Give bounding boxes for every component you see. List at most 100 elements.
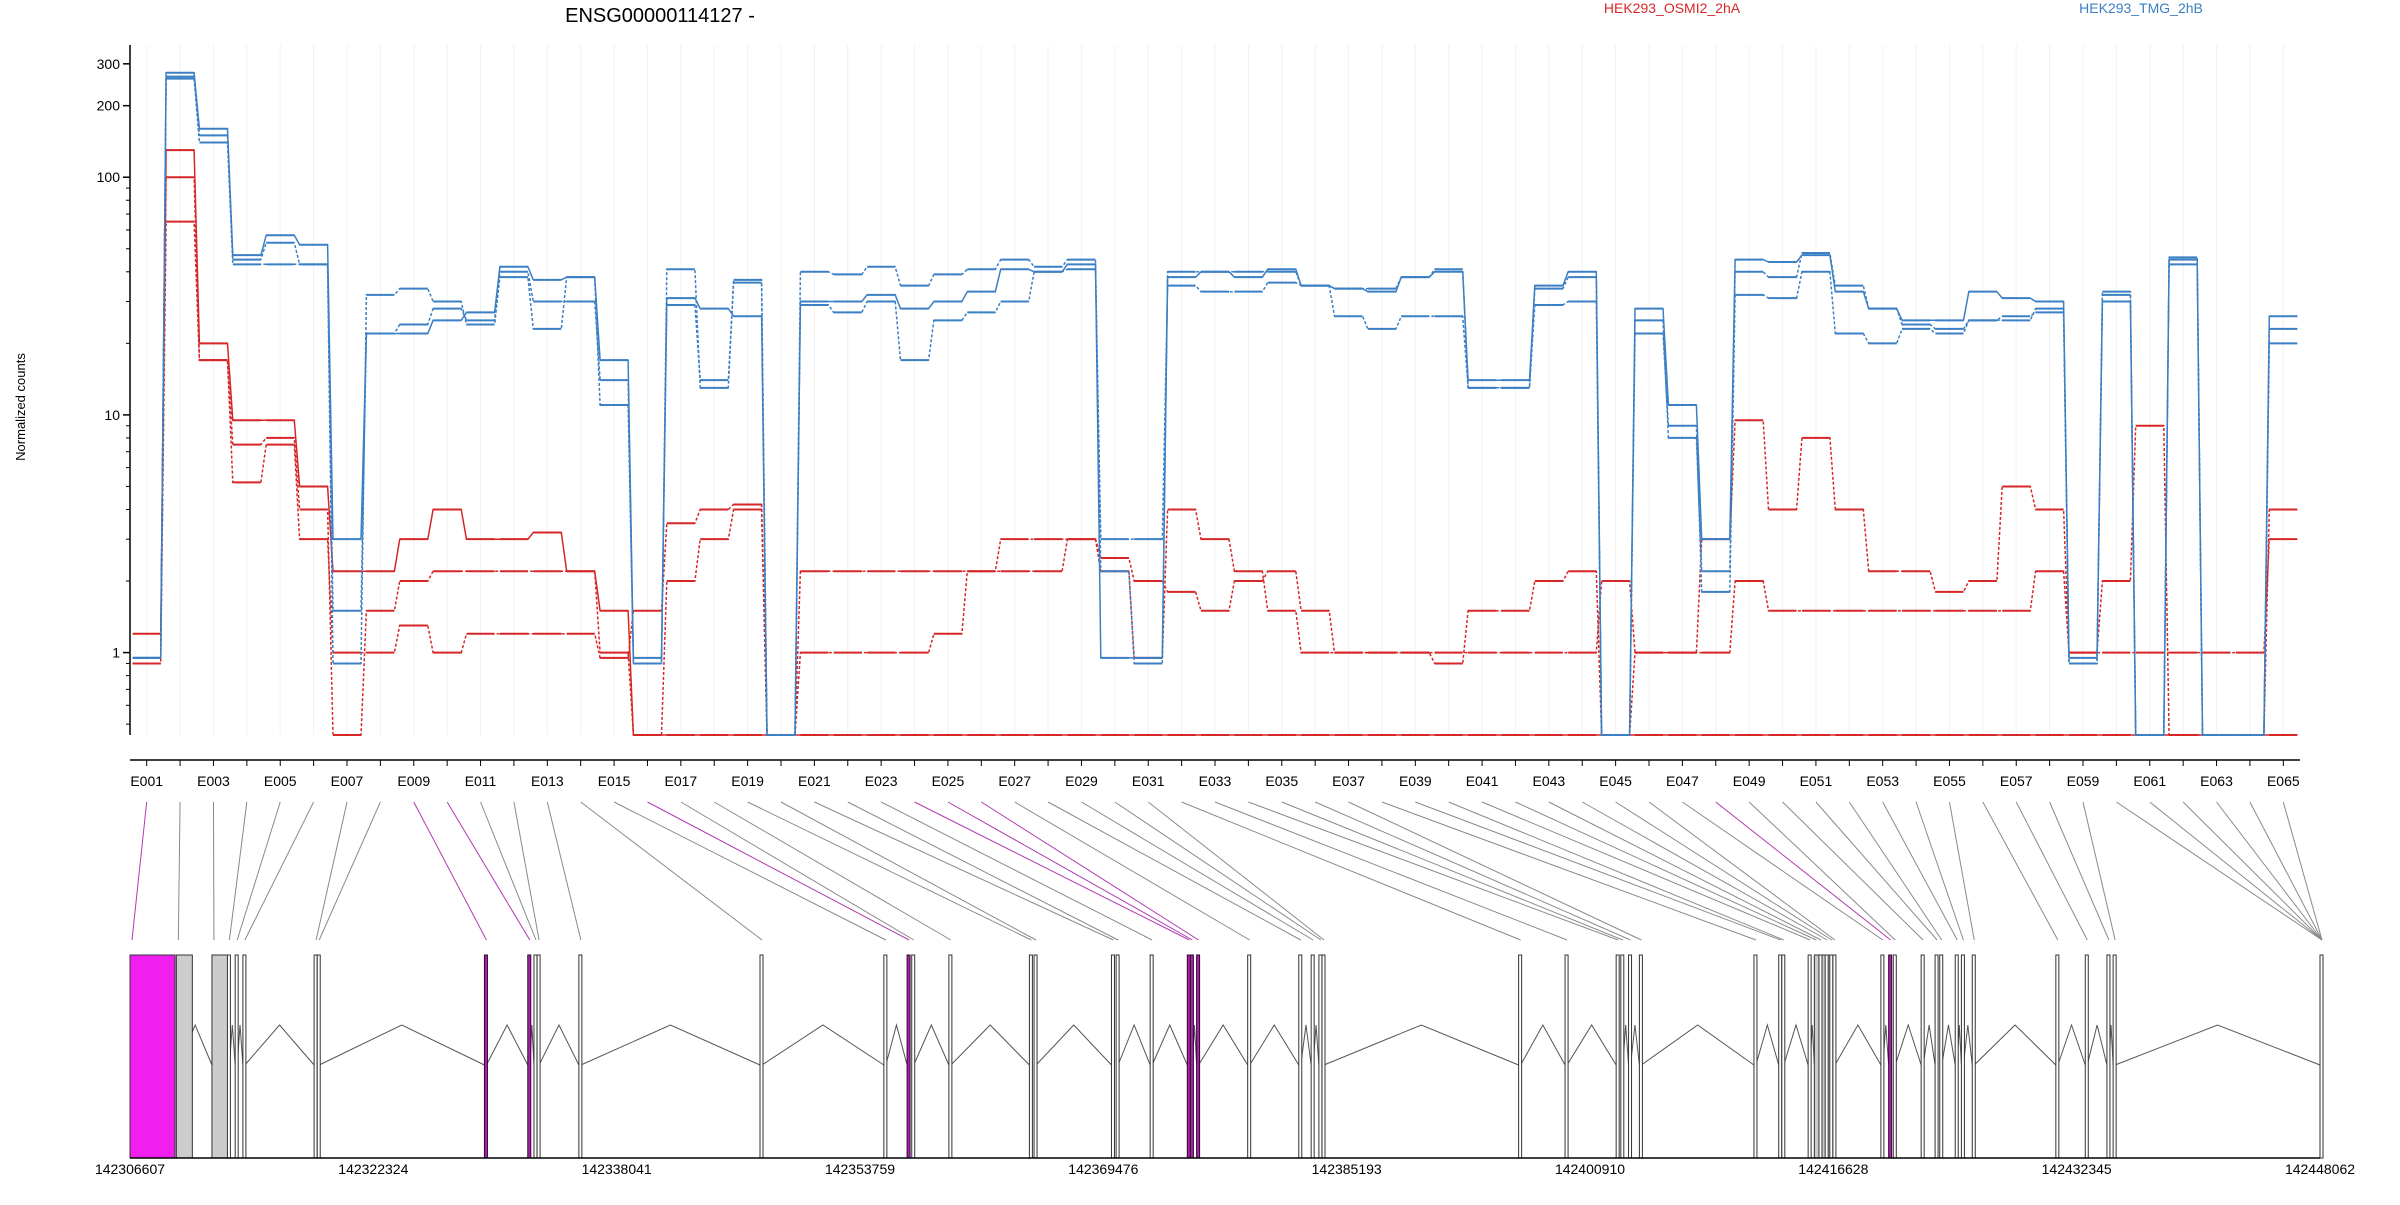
exon-box	[484, 955, 487, 1158]
exon-connector	[229, 802, 246, 940]
x-tick-label: E025	[932, 773, 965, 789]
x-tick-label: E003	[197, 773, 230, 789]
x-tick-label: E055	[1933, 773, 1966, 789]
exon-connector	[681, 802, 914, 940]
exon-box	[1881, 955, 1884, 1158]
x-tick-label: E017	[664, 773, 697, 789]
exon-box	[2107, 955, 2110, 1158]
exon-connector	[1382, 802, 1756, 940]
x-tick-label: E019	[731, 773, 764, 789]
exon-box	[1940, 955, 1943, 1158]
intron-line	[319, 1025, 484, 1065]
x-tick-label: E009	[397, 773, 430, 789]
exon-box	[1150, 955, 1153, 1158]
exon-box	[227, 955, 230, 1158]
exon-connector	[948, 802, 1192, 940]
exon-box	[1299, 955, 1302, 1158]
x-tick-label: E039	[1399, 773, 1432, 789]
exon-box	[235, 955, 238, 1158]
exon-connector	[1315, 802, 1630, 940]
x-tick-label: E065	[2267, 773, 2300, 789]
intron-line	[1152, 1025, 1187, 1065]
exon-connector	[2183, 802, 2322, 940]
genome-coordinate-label: 142385193	[1312, 1161, 1382, 1177]
intron-line	[762, 1025, 884, 1065]
intron-line	[914, 1025, 949, 1065]
exon-box	[1754, 955, 1757, 1158]
exon-box	[1322, 955, 1325, 1158]
exon-connector	[1015, 802, 1250, 940]
exon-connectors	[132, 802, 2322, 940]
x-tick-label: E043	[1532, 773, 1565, 789]
legend-tmg: HEK293_TMG_2hB	[2079, 0, 2203, 16]
genome-coordinate-label: 142338041	[582, 1161, 652, 1177]
exon-connector	[2083, 802, 2115, 940]
exon-box	[1187, 955, 1190, 1158]
exon-box	[1893, 955, 1896, 1158]
intron-line	[539, 1025, 579, 1065]
exon-connector	[1883, 802, 1958, 940]
intron-line	[2087, 1025, 2107, 1065]
intron-line	[2115, 1025, 2320, 1065]
exon-connector	[1115, 802, 1321, 940]
x-tick-label: E037	[1332, 773, 1365, 789]
intron-line	[1567, 1025, 1616, 1065]
exon-connector	[881, 802, 1152, 940]
exon-connector	[1849, 802, 1941, 940]
x-tick-label: E013	[531, 773, 564, 789]
intron-line	[1199, 1025, 1248, 1065]
x-tick-label: E051	[1800, 773, 1833, 789]
exon-box	[1833, 955, 1836, 1158]
chart-title: ENSG00000114127 -	[565, 5, 755, 27]
x-tick-label: E035	[1265, 773, 1298, 789]
intron-line	[1036, 1025, 1111, 1065]
genome-coordinate-label: 142400910	[1555, 1161, 1625, 1177]
exon-connector	[1482, 802, 1810, 940]
x-tick-label: E023	[865, 773, 898, 789]
exon-box	[176, 955, 192, 1158]
exon-box	[1565, 955, 1568, 1158]
x-tick-label: E031	[1132, 773, 1165, 789]
exon-box	[1819, 955, 1822, 1158]
exon-box	[2085, 955, 2088, 1158]
exon-box	[1111, 955, 1114, 1158]
exon-box	[1190, 955, 1193, 1158]
exon-box	[1621, 955, 1624, 1158]
exon-box	[1639, 955, 1642, 1158]
exon-box	[1972, 955, 1975, 1158]
exon-connector	[1816, 802, 1937, 940]
genome-coordinate-label: 142448062	[2285, 1161, 2355, 1177]
exon-box	[1116, 955, 1119, 1158]
genome-coordinate-label: 142416628	[1798, 1161, 1868, 1177]
intron-line	[1942, 1025, 1955, 1065]
x-tick-label: E033	[1199, 773, 1232, 789]
exon-connector	[814, 802, 1113, 940]
exon-connector	[1949, 802, 1974, 940]
y-tick-label: 200	[97, 98, 121, 114]
intron-line	[951, 1025, 1030, 1065]
exon-connector	[1983, 802, 2058, 940]
exon-box	[1248, 955, 1251, 1158]
legend-osmi2: HEK293_OSMI2_2hA	[1604, 0, 1741, 16]
intron-line	[486, 1025, 527, 1065]
intron-line	[1521, 1025, 1565, 1065]
x-tick-label: E061	[2133, 773, 2166, 789]
x-tick-label: E047	[1666, 773, 1699, 789]
exon-connector	[1081, 802, 1313, 940]
intron-line	[1118, 1025, 1150, 1065]
exon-connector	[1916, 802, 1963, 940]
intron-line	[1835, 1025, 1881, 1065]
y-tick-label: 10	[104, 407, 120, 423]
x-tick-label: E021	[798, 773, 831, 789]
exon-box	[907, 955, 910, 1158]
exon-box	[1782, 955, 1785, 1158]
exon-box	[317, 955, 320, 1158]
y-tick-label: 1	[112, 645, 120, 661]
exon-box	[1034, 955, 1037, 1158]
genome-coordinate-label: 142432345	[2042, 1161, 2112, 1177]
genome-coordinate-label: 142306607	[95, 1161, 165, 1177]
exon-box	[1197, 955, 1200, 1158]
intron-line	[1923, 1025, 1935, 1065]
